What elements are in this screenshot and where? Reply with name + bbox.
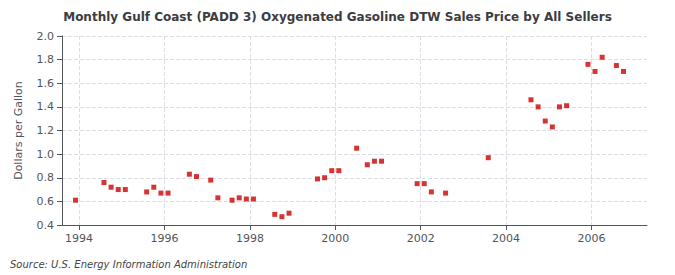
svg-text:2000: 2000: [321, 232, 349, 245]
svg-text:1.4: 1.4: [37, 100, 55, 113]
svg-text:Dollars per Gallon: Dollars per Gallon: [12, 81, 25, 180]
svg-text:1.6: 1.6: [37, 77, 55, 90]
svg-text:1.0: 1.0: [37, 148, 55, 161]
svg-text:1996: 1996: [150, 232, 178, 245]
svg-text:Monthly Gulf Coast (PADD 3) Ox: Monthly Gulf Coast (PADD 3) Oxygenated G…: [63, 10, 612, 24]
svg-text:Source: U.S. Energy Informatio: Source: U.S. Energy Information Administ…: [10, 259, 247, 270]
svg-text:2006: 2006: [577, 232, 605, 245]
svg-text:1998: 1998: [236, 232, 264, 245]
svg-text:2004: 2004: [492, 232, 520, 245]
svg-text:2.0: 2.0: [37, 30, 55, 43]
svg-text:1.8: 1.8: [37, 53, 55, 66]
svg-text:0.4: 0.4: [37, 219, 55, 232]
svg-text:0.8: 0.8: [37, 171, 55, 184]
svg-text:1994: 1994: [65, 232, 93, 245]
svg-text:2002: 2002: [407, 232, 435, 245]
svg-text:1.2: 1.2: [37, 124, 55, 137]
svg-text:0.6: 0.6: [37, 195, 55, 208]
